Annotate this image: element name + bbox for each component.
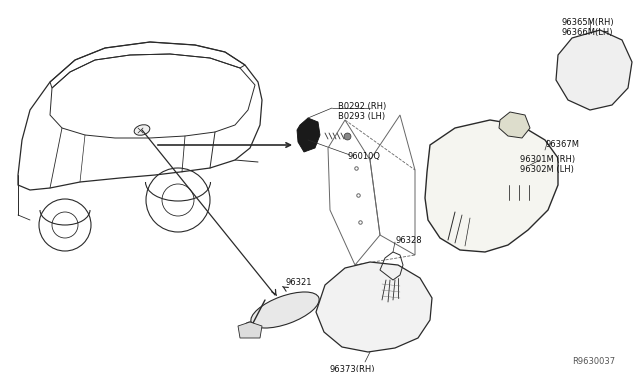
Text: B0292 (RH)
B0293 (LH): B0292 (RH) B0293 (LH): [338, 102, 387, 121]
Circle shape: [575, 89, 581, 95]
Circle shape: [612, 49, 618, 55]
Circle shape: [457, 183, 481, 207]
Text: 96373(RH)
96374(LH): 96373(RH) 96374(LH): [329, 365, 375, 372]
Text: 96328: 96328: [395, 236, 422, 245]
Circle shape: [244, 322, 256, 334]
Ellipse shape: [428, 155, 538, 235]
Text: 96367M: 96367M: [545, 140, 579, 149]
Polygon shape: [499, 112, 530, 138]
Circle shape: [572, 49, 578, 55]
Polygon shape: [316, 262, 432, 352]
Polygon shape: [238, 322, 262, 338]
FancyBboxPatch shape: [443, 176, 495, 214]
Text: R9630037: R9630037: [572, 357, 615, 366]
Polygon shape: [556, 30, 632, 110]
Text: 96301M (RH)
96302M (LH): 96301M (RH) 96302M (LH): [520, 155, 575, 174]
Ellipse shape: [134, 125, 150, 135]
Ellipse shape: [251, 292, 319, 328]
Circle shape: [611, 87, 617, 93]
FancyBboxPatch shape: [504, 177, 544, 207]
Text: 96010Q: 96010Q: [348, 152, 381, 161]
Polygon shape: [425, 120, 558, 252]
Polygon shape: [297, 118, 320, 152]
Circle shape: [577, 54, 613, 90]
Circle shape: [464, 190, 474, 200]
Circle shape: [586, 63, 604, 81]
Text: 96365M(RH)
96366M(LH): 96365M(RH) 96366M(LH): [562, 18, 614, 38]
Circle shape: [509, 119, 521, 131]
Circle shape: [592, 69, 598, 75]
Text: 96321: 96321: [286, 278, 312, 287]
